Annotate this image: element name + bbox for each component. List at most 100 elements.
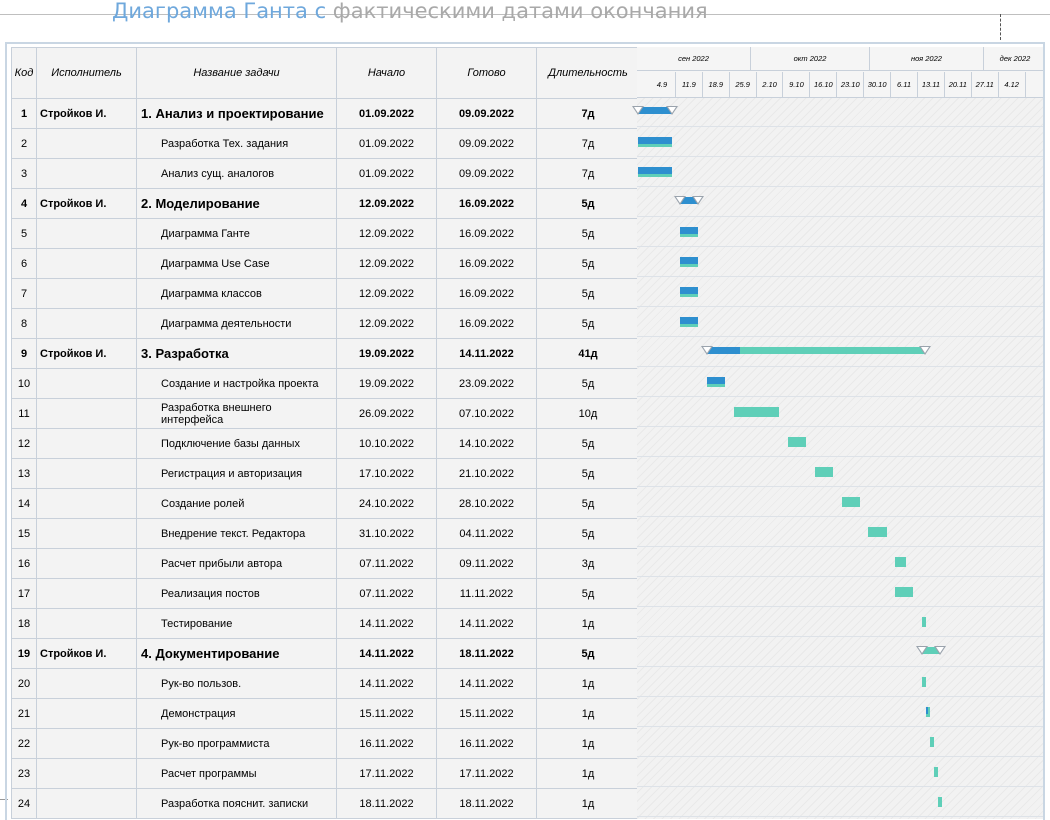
task-name-cell[interactable]: Тестирование (136, 608, 337, 639)
task-finish-cell[interactable]: 18.11.2022 (436, 638, 537, 669)
task-code-cell[interactable]: 1 (11, 98, 37, 129)
task-bar[interactable] (868, 527, 887, 537)
task-name-cell[interactable]: Диаграмма деятельности (136, 308, 337, 339)
task-start-cell[interactable]: 01.09.2022 (336, 158, 437, 189)
task-finish-cell[interactable]: 09.09.2022 (436, 98, 537, 129)
table-row[interactable]: 2 Разработка Тех. задания 01.09.2022 09.09.… (11, 128, 640, 159)
task-finish-cell[interactable]: 16.09.2022 (436, 248, 537, 279)
task-finish-cell[interactable]: 14.11.2022 (436, 608, 537, 639)
task-code-cell[interactable]: 7 (11, 278, 37, 309)
task-bar[interactable] (922, 617, 927, 627)
task-duration-cell[interactable]: 7д (536, 158, 640, 189)
task-code-cell[interactable]: 20 (11, 668, 37, 699)
task-duration-cell[interactable]: 5д (536, 368, 640, 399)
task-name-cell[interactable]: Расчет программы (136, 758, 337, 789)
table-row[interactable]: 3 Анализ сущ. аналогов 01.09.2022 09.09.202… (11, 158, 640, 189)
task-start-cell[interactable]: 12.09.2022 (336, 188, 437, 219)
task-start-cell[interactable]: 24.10.2022 (336, 488, 437, 519)
task-bar[interactable] (895, 557, 906, 567)
task-assignee-cell[interactable] (36, 698, 137, 729)
task-name-cell[interactable]: Разработка Тех. задания (136, 128, 337, 159)
task-bar[interactable] (933, 767, 938, 777)
task-duration-cell[interactable]: 5д (536, 218, 640, 249)
task-start-cell[interactable]: 07.11.2022 (336, 578, 437, 609)
task-finish-cell[interactable]: 18.11.2022 (436, 788, 537, 819)
task-name-cell[interactable]: 3. Разработка (136, 338, 337, 369)
table-row[interactable]: 22 Рук-во программиста 16.11.2022 16.11.202… (11, 728, 640, 759)
task-duration-cell[interactable]: 5д (536, 428, 640, 459)
task-name-cell[interactable]: Расчет прибыли автора (136, 548, 337, 579)
task-bar[interactable] (841, 497, 860, 507)
task-code-cell[interactable]: 3 (11, 158, 37, 189)
task-bar[interactable] (680, 287, 699, 297)
table-row[interactable]: 11 Разработка внешнего интерфейса 26.09.20… (11, 398, 640, 429)
task-assignee-cell[interactable] (36, 668, 137, 699)
task-finish-cell[interactable]: 16.09.2022 (436, 218, 537, 249)
summary-bar[interactable] (680, 197, 699, 204)
table-row[interactable]: 8 Диаграмма деятельности 12.09.2022 16.09.2… (11, 308, 640, 339)
task-assignee-cell[interactable] (36, 428, 137, 459)
task-start-cell[interactable]: 07.11.2022 (336, 548, 437, 579)
summary-bar[interactable] (638, 107, 672, 114)
task-code-cell[interactable]: 11 (11, 398, 37, 429)
task-start-cell[interactable]: 14.11.2022 (336, 608, 437, 639)
task-start-cell[interactable]: 26.09.2022 (336, 398, 437, 429)
task-bar[interactable] (680, 257, 699, 267)
task-duration-cell[interactable]: 5д (536, 638, 640, 669)
task-bar[interactable] (680, 227, 699, 237)
task-start-cell[interactable]: 31.10.2022 (336, 518, 437, 549)
task-name-cell[interactable]: 2. Моделирование (136, 188, 337, 219)
task-name-cell[interactable]: Демонстрация (136, 698, 337, 729)
task-finish-cell[interactable]: 07.10.2022 (436, 398, 537, 429)
task-finish-cell[interactable]: 14.11.2022 (436, 668, 537, 699)
task-assignee-cell[interactable] (36, 368, 137, 399)
task-duration-cell[interactable]: 41д (536, 338, 640, 369)
task-assignee-cell[interactable] (36, 788, 137, 819)
task-finish-cell[interactable]: 09.11.2022 (436, 548, 537, 579)
task-code-cell[interactable]: 5 (11, 218, 37, 249)
header-code[interactable]: Код (11, 47, 37, 99)
header-task-name[interactable]: Название задачи (136, 47, 337, 99)
task-code-cell[interactable]: 21 (11, 698, 37, 729)
table-row[interactable]: 21 Демонстрация 15.11.2022 15.11.2022 1д (11, 698, 640, 729)
task-assignee-cell[interactable] (36, 518, 137, 549)
task-bar[interactable] (929, 737, 934, 747)
task-bar[interactable] (734, 407, 780, 417)
table-row[interactable]: 13 Регистрация и авторизация 17.10.2022 21.… (11, 458, 640, 489)
task-duration-cell[interactable]: 5д (536, 278, 640, 309)
task-name-cell[interactable]: 4. Документирование (136, 638, 337, 669)
task-duration-cell[interactable]: 7д (536, 98, 640, 129)
table-row[interactable]: 7 Диаграмма классов 12.09.2022 16.09.2022 5д (11, 278, 640, 309)
task-start-cell[interactable]: 12.09.2022 (336, 248, 437, 279)
task-assignee-cell[interactable] (36, 488, 137, 519)
task-duration-cell[interactable]: 5д (536, 458, 640, 489)
task-bar[interactable] (680, 317, 699, 327)
task-duration-cell[interactable]: 5д (536, 308, 640, 339)
task-name-cell[interactable]: Реализация постов (136, 578, 337, 609)
task-name-cell[interactable]: Анализ сущ. аналогов (136, 158, 337, 189)
task-finish-cell[interactable]: 16.09.2022 (436, 278, 537, 309)
summary-task-row[interactable]: 19 Стройков И. 4. Документирование 14.11.20… (11, 638, 640, 669)
task-finish-cell[interactable]: 14.11.2022 (436, 338, 537, 369)
task-code-cell[interactable]: 23 (11, 758, 37, 789)
task-assignee-cell[interactable] (36, 728, 137, 759)
task-finish-cell[interactable]: 11.11.2022 (436, 578, 537, 609)
table-row[interactable]: 18 Тестирование 14.11.2022 14.11.2022 1д (11, 608, 640, 639)
task-finish-cell[interactable]: 09.09.2022 (436, 128, 537, 159)
task-assignee-cell[interactable] (36, 308, 137, 339)
table-row[interactable]: 20 Рук-во пользов. 14.11.2022 14.11.2022 1д (11, 668, 640, 699)
table-row[interactable]: 16 Расчет прибыли автора 07.11.2022 09.11.2… (11, 548, 640, 579)
task-name-cell[interactable]: Создание ролей (136, 488, 337, 519)
task-start-cell[interactable]: 12.09.2022 (336, 308, 437, 339)
task-duration-cell[interactable]: 10д (536, 398, 640, 429)
task-code-cell[interactable]: 9 (11, 338, 37, 369)
summary-task-row[interactable]: 4 Стройков И. 2. Моделирование 12.09.2022 16… (11, 188, 640, 219)
task-finish-cell[interactable]: 28.10.2022 (436, 488, 537, 519)
task-start-cell[interactable]: 19.09.2022 (336, 368, 437, 399)
task-assignee-cell[interactable] (36, 548, 137, 579)
task-name-cell[interactable]: 1. Анализ и проектирование (136, 98, 337, 129)
summary-task-row[interactable]: 1 Стройков И. 1. Анализ и проектирование 01… (11, 98, 640, 129)
task-duration-cell[interactable]: 1д (536, 728, 640, 759)
task-duration-cell[interactable]: 5д (536, 248, 640, 279)
summary-bar[interactable] (707, 347, 925, 354)
